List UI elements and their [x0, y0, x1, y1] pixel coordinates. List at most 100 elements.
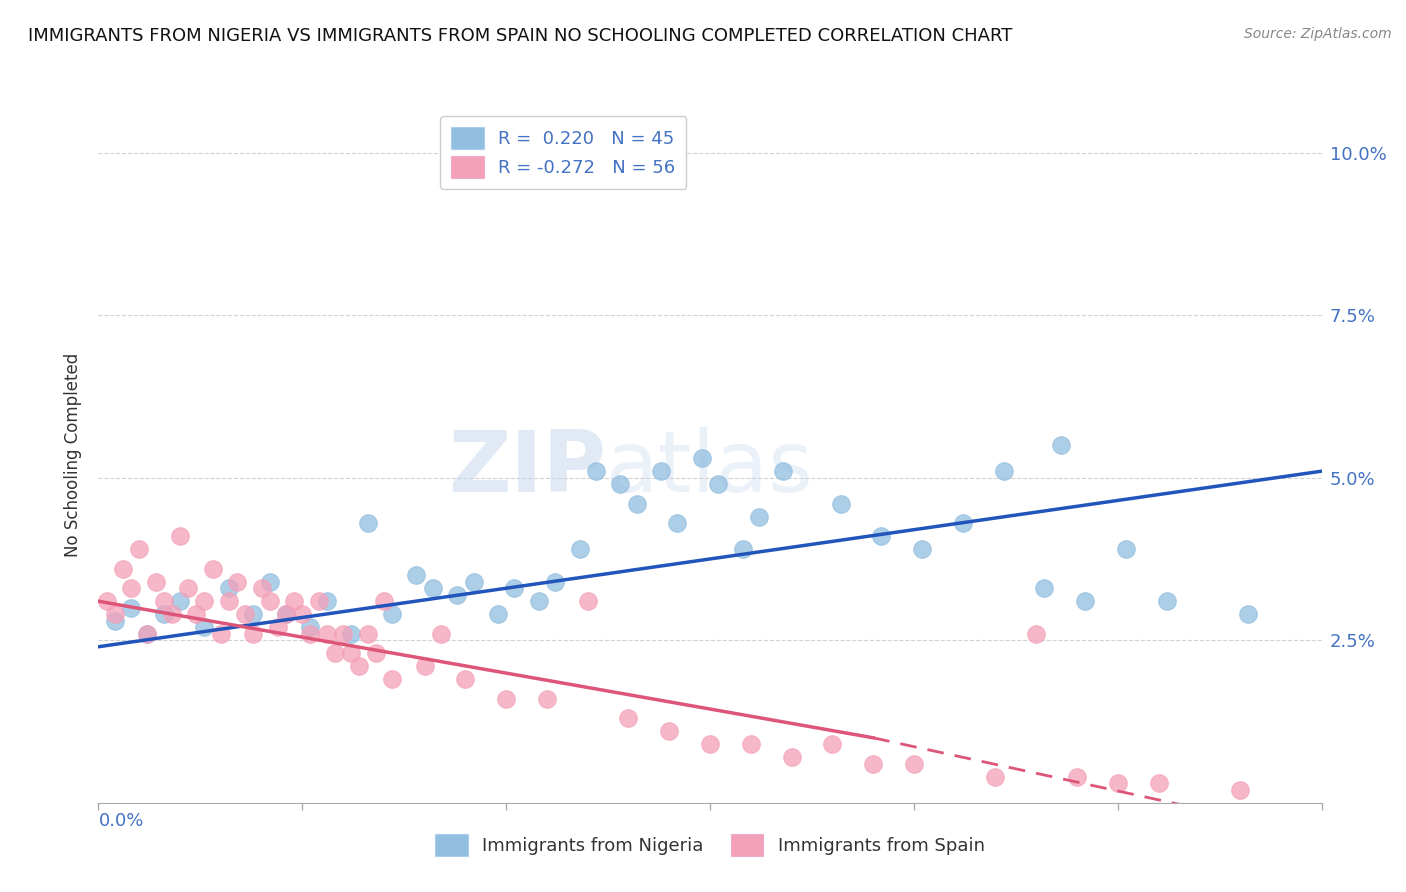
Point	[413, 659, 436, 673]
Point	[104, 607, 127, 622]
Point	[96, 594, 118, 608]
Point	[233, 607, 256, 622]
Point	[193, 594, 215, 608]
Point	[463, 574, 485, 589]
Text: 0.0%: 0.0%	[98, 812, 143, 830]
Text: Source: ZipAtlas.com: Source: ZipAtlas.com	[1244, 27, 1392, 41]
Point	[658, 724, 681, 739]
Point	[862, 756, 884, 771]
Point	[830, 497, 852, 511]
Point	[242, 607, 264, 622]
Point	[1049, 438, 1071, 452]
Point	[993, 464, 1015, 478]
Point	[201, 562, 224, 576]
Point	[740, 737, 762, 751]
Point	[283, 594, 305, 608]
Point	[381, 672, 404, 686]
Point	[291, 607, 314, 622]
Point	[1025, 626, 1047, 640]
Text: atlas: atlas	[606, 427, 814, 510]
Point	[430, 626, 453, 640]
Point	[349, 659, 371, 673]
Point	[128, 542, 150, 557]
Point	[209, 626, 232, 640]
Point	[1033, 581, 1056, 595]
Point	[120, 600, 142, 615]
Point	[780, 750, 803, 764]
Point	[1107, 776, 1129, 790]
Point	[274, 607, 297, 622]
Point	[136, 626, 159, 640]
Point	[626, 497, 648, 511]
Point	[503, 581, 526, 595]
Point	[1066, 770, 1088, 784]
Point	[136, 626, 159, 640]
Point	[308, 594, 330, 608]
Point	[1147, 776, 1170, 790]
Point	[356, 516, 378, 531]
Point	[650, 464, 672, 478]
Point	[707, 477, 730, 491]
Point	[242, 626, 264, 640]
Point	[186, 607, 208, 622]
Point	[111, 562, 134, 576]
Point	[145, 574, 167, 589]
Point	[250, 581, 273, 595]
Point	[903, 756, 925, 771]
Point	[226, 574, 249, 589]
Point	[299, 620, 322, 634]
Point	[315, 626, 337, 640]
Point	[568, 542, 591, 557]
Point	[381, 607, 404, 622]
Point	[911, 542, 934, 557]
Point	[267, 620, 290, 634]
Point	[104, 614, 127, 628]
Point	[576, 594, 599, 608]
Point	[315, 594, 337, 608]
Point	[169, 594, 191, 608]
Point	[160, 607, 183, 622]
Point	[617, 711, 640, 725]
Point	[405, 568, 427, 582]
Legend: Immigrants from Nigeria, Immigrants from Spain: Immigrants from Nigeria, Immigrants from…	[429, 827, 991, 863]
Point	[1074, 594, 1097, 608]
Point	[356, 626, 378, 640]
Point	[699, 737, 721, 751]
Point	[1156, 594, 1178, 608]
Point	[152, 594, 174, 608]
Point	[193, 620, 215, 634]
Point	[1115, 542, 1137, 557]
Point	[177, 581, 200, 595]
Point	[274, 607, 297, 622]
Point	[821, 737, 844, 751]
Text: ZIP: ZIP	[449, 427, 606, 510]
Point	[952, 516, 974, 531]
Point	[340, 626, 363, 640]
Point	[120, 581, 142, 595]
Point	[169, 529, 191, 543]
Point	[748, 509, 770, 524]
Point	[218, 581, 240, 595]
Point	[218, 594, 240, 608]
Point	[609, 477, 631, 491]
Point	[373, 594, 395, 608]
Text: IMMIGRANTS FROM NIGERIA VS IMMIGRANTS FROM SPAIN NO SCHOOLING COMPLETED CORRELAT: IMMIGRANTS FROM NIGERIA VS IMMIGRANTS FR…	[28, 27, 1012, 45]
Point	[585, 464, 607, 478]
Y-axis label: No Schooling Completed: No Schooling Completed	[65, 353, 83, 557]
Point	[544, 574, 567, 589]
Point	[152, 607, 174, 622]
Point	[340, 646, 363, 660]
Point	[364, 646, 387, 660]
Point	[323, 646, 346, 660]
Point	[772, 464, 794, 478]
Point	[454, 672, 477, 686]
Point	[332, 626, 354, 640]
Point	[1237, 607, 1260, 622]
Point	[536, 691, 558, 706]
Point	[666, 516, 689, 531]
Point	[527, 594, 550, 608]
Point	[731, 542, 754, 557]
Point	[259, 574, 281, 589]
Point	[259, 594, 281, 608]
Point	[1229, 782, 1251, 797]
